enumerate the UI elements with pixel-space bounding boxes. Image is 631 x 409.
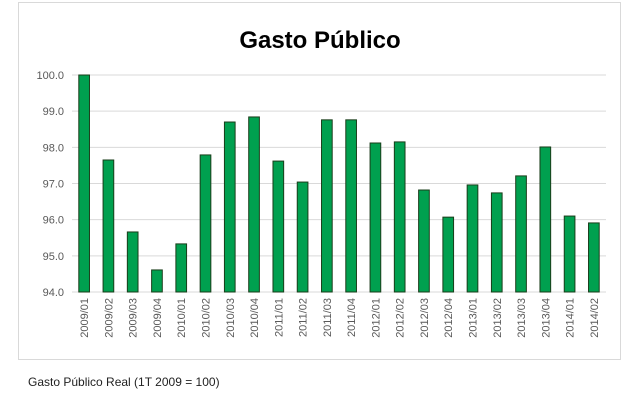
bar (393, 141, 406, 293)
bar (369, 142, 382, 293)
x-tick-label: 2010/03 (225, 298, 237, 338)
x-tick-label: 2011/04 (346, 298, 358, 337)
x-tick-label: 2013/04 (540, 298, 552, 338)
x-tick-label: 2011/01 (273, 298, 285, 337)
y-tick-label: 99.0 (43, 106, 64, 118)
bar (223, 121, 236, 293)
chart-title: Gasto Público (239, 27, 400, 54)
bar (442, 216, 455, 293)
bar (490, 192, 503, 293)
bar (199, 154, 212, 293)
caption: Gasto Público Real (1T 2009 = 100) (28, 375, 220, 389)
bar (151, 269, 163, 293)
bar (102, 159, 115, 293)
x-tick-label: 2010/02 (201, 298, 213, 338)
y-tick-label: 96.0 (43, 215, 64, 227)
bar (345, 119, 357, 293)
x-tick-label: 2009/01 (79, 298, 91, 338)
y-tick-label: 100.0 (36, 70, 64, 82)
x-tick-label: 2012/02 (395, 298, 407, 338)
bar (515, 175, 527, 293)
x-tick-label: 2011/02 (298, 298, 310, 337)
bar (248, 116, 260, 293)
x-tick-label: 2009/04 (152, 298, 164, 338)
y-tick-label: 94.0 (43, 287, 64, 299)
x-tick-label: 2013/01 (468, 298, 480, 338)
x-tick-label: 2009/02 (103, 298, 115, 338)
x-tick-label: 2011/03 (322, 298, 334, 337)
x-tick-label: 2012/03 (419, 298, 431, 338)
x-tick-label: 2010/04 (249, 298, 261, 338)
bar (126, 231, 139, 293)
x-tick-label: 2009/03 (128, 298, 140, 338)
y-tick-label: 95.0 (43, 251, 64, 263)
bar (296, 181, 309, 293)
x-tick-label: 2013/02 (492, 298, 504, 338)
x-tick-label: 2012/01 (370, 298, 382, 338)
bar (563, 215, 576, 293)
bar (539, 146, 552, 293)
bar (175, 243, 188, 293)
x-tick-label: 2014/02 (589, 298, 601, 338)
x-tick-label: 2014/01 (565, 298, 577, 338)
bar (78, 74, 90, 293)
bar (466, 184, 479, 293)
y-tick-label: 97.0 (43, 179, 64, 191)
bar (588, 222, 600, 293)
bar (418, 189, 430, 293)
x-tick-label: 2013/03 (516, 298, 528, 338)
bar (272, 160, 285, 293)
x-tick-label: 2010/01 (176, 298, 188, 338)
bar (321, 119, 333, 293)
x-tick-label: 2012/04 (443, 298, 455, 338)
y-tick-label: 98.0 (43, 142, 64, 154)
